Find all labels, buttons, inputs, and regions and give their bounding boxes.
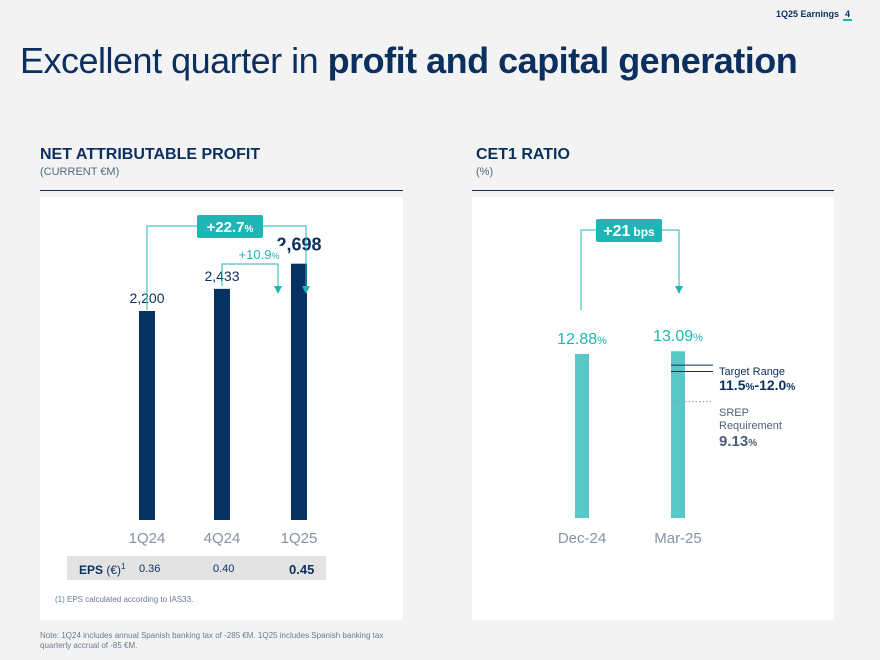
target-range-high-unit: % [786,382,795,393]
cet1-section-title: CET1 RATIO [476,146,570,163]
profit-growth-badge-text: +22.7% [207,219,254,236]
srep-value-num: 9.13 [719,433,748,450]
bottom-note: Note: 1Q24 includes annual Spanish banki… [40,631,384,650]
cet1-value-label-Dec-24: 12.88% [557,331,607,348]
profit-value-label-1Q25: 2,698 [276,235,321,255]
srep-label-2: Requirement [719,420,782,432]
cet1-category-label-Mar-25: Mar-25 [654,530,702,547]
eps-footnote: (1) EPS calculated according to IAS33. [55,595,194,604]
cet1-panel [472,197,834,620]
srep-value: 9.13% [719,433,757,450]
profit-divider [40,190,403,191]
profit-growth-arrowhead-2 [274,286,282,294]
eps-row [67,556,326,580]
profit-section-subtitle: (CURRENT €M) [40,166,120,178]
srep-label-1: SREP [719,407,749,419]
profit-category-label-4Q24: 4Q24 [204,530,241,547]
profit-bar-1Q24 [139,311,155,520]
profit-growth-badge [197,215,263,238]
page-title: Excellent quarter in profit and capital … [20,40,798,82]
target-range-low: 11.5 [719,377,746,393]
cet1-bar-Dec-24 [575,353,589,518]
profit-bar-4Q24 [214,288,230,520]
cet1-section-subtitle: (%) [476,166,494,178]
target-range-high: 12.0 [759,377,786,393]
eps-footnote-ref: 1 [121,562,126,571]
target-range-value: 11.5%-12.0% [719,377,795,393]
cet1-chart: 12.88% Dec-24 13.09% Mar-25 +21 bps Target R… [557,219,795,547]
cet1-bar-Mar-25 [671,351,685,518]
profit-category-label-1Q25: 1Q25 [281,530,318,547]
cet1-growth-badge-unit: bps [633,225,655,239]
profit-growth-arrowhead-1 [302,286,310,294]
title-normal: Excellent quarter in [20,40,328,81]
eps-value-1q24: 0.36 [139,563,161,575]
cet1-divider [472,190,834,191]
profit-section-title: NET ATTRIBUTABLE PROFIT [40,146,261,163]
profit-growth-2-unit: % [271,251,279,261]
target-range-sep: - [754,377,759,393]
eps-value-4q24: 0.40 [213,563,235,575]
profit-growth-2-num: +10.9 [239,247,272,262]
page-number: 4 [842,9,852,21]
profit-growth-badge-unit: % [245,224,254,235]
target-range-low-unit: % [745,382,754,393]
eps-unit: (€) [106,563,122,577]
profit-bar-1Q25 [291,263,307,520]
cet1-value-label-Mar-25: 13.09% [653,328,703,345]
profit-growth-2-text: +10.9% [239,247,280,262]
eps-label: EPS (€)1 [79,562,125,577]
eps-label-text: EPS [79,563,104,577]
cet1-growth-badge-text: +21 bps [603,223,655,240]
cet1-category-label-Dec-24: Dec-24 [558,530,606,547]
target-range-label: Target Range [719,366,785,378]
srep-value-unit: % [748,438,757,449]
profit-growth-2-bg [232,246,286,262]
title-bold: profit and capital generation [327,40,798,81]
eps-value-1q25: 0.45 [289,562,315,577]
deck-title: 1Q25 Earnings [775,9,839,19]
cet1-growth-arrowhead [675,286,683,294]
profit-growth-connector-2 [221,263,279,286]
cet1-growth-badge [596,219,662,242]
profit-category-label-1Q24: 1Q24 [129,530,166,547]
cet1-growth-badge-num: +21 [603,223,630,240]
profit-growth-badge-num: +22.7 [207,219,245,236]
deck-header: 1Q25 Earnings 4 [775,9,852,21]
